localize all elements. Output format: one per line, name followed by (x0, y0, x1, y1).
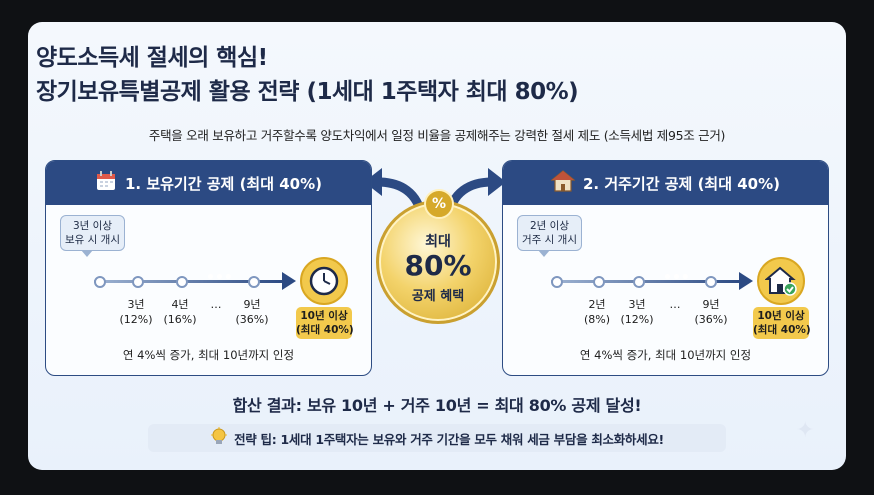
timeline-dot (593, 276, 605, 288)
timeline-ellipsis: ••• (663, 270, 690, 286)
timeline-dot (633, 276, 645, 288)
strategy-tip: 전략 팁: 1세대 1주택자는 보유와 거주 기간을 모두 채워 세금 부담을 … (148, 424, 726, 452)
year-label: 9년 (36%) (694, 298, 728, 326)
residence-max-label: 10년 이상 (최대 40%) (753, 307, 811, 339)
year-label: 4년 (16%) (163, 298, 197, 326)
calendar-icon (95, 170, 117, 196)
house-check-icon (757, 257, 805, 305)
year-label: 3년 (12%) (620, 298, 654, 326)
sparkle-icon: ✦ (796, 418, 815, 443)
timeline-arrowhead (282, 272, 296, 290)
holding-start-callout: 3년 이상 보유 시 개시 (60, 215, 125, 257)
holding-max-box: 10년 이상 (최대 40%) (296, 257, 354, 339)
timeline-dot (248, 276, 260, 288)
holding-timeline: ••• (94, 270, 296, 290)
residence-timeline: ••• (551, 270, 753, 290)
title-line2: 장기보유특별공제 활용 전략 (1세대 1주택자 최대 80%) (36, 79, 579, 105)
holding-footer: 연 4%씩 증가, 최대 10년까지 인정 (122, 348, 295, 362)
timeline-dot (132, 276, 144, 288)
holding-period-panel: 1. 보유기간 공제 (최대 40%) 3년 이상 보유 시 개시 ••• 3년… (45, 160, 372, 376)
right-arrowhead (488, 168, 506, 196)
medal-line2: 80% (404, 249, 472, 282)
holding-max-label: 10년 이상 (최대 40%) (296, 307, 354, 339)
timeline-line (94, 280, 284, 283)
residence-max-box: 10년 이상 (최대 40%) (753, 257, 811, 339)
medal-line1: 최대 (425, 234, 451, 250)
timeline-dot (94, 276, 106, 288)
timeline-dot (176, 276, 188, 288)
timeline-line (551, 280, 741, 283)
percent-icon: % (424, 189, 454, 219)
medal-line3: 공제 혜택 (411, 289, 465, 304)
holding-panel-title: 1. 보유기간 공제 (최대 40%) (124, 174, 323, 193)
max-benefit-medal: % 최대 80% 공제 혜택 (376, 189, 500, 324)
callout-line2: 보유 시 개시 (65, 234, 120, 246)
year-label: … (669, 298, 681, 311)
residence-panel-header: 2. 거주기간 공제 (최대 40%) (503, 161, 828, 205)
residence-period-panel: 2. 거주기간 공제 (최대 40%) 2년 이상 거주 시 개시 ••• 2년… (502, 160, 829, 376)
timeline-ellipsis: ••• (206, 270, 233, 286)
year-label: … (210, 298, 222, 311)
residence-footer: 연 4%씩 증가, 최대 10년까지 인정 (579, 348, 752, 362)
callout-line2: 거주 시 개시 (522, 234, 577, 246)
clock-icon (300, 257, 348, 305)
residence-panel-title: 2. 거주기간 공제 (최대 40%) (582, 174, 781, 193)
callout-line1: 3년 이상 (72, 220, 112, 232)
timeline-dot (705, 276, 717, 288)
tip-text: 전략 팁: 1세대 1주택자는 보유와 거주 기간을 모두 채워 세금 부담을 … (234, 431, 664, 447)
house-icon (550, 170, 576, 196)
left-arrowhead (364, 168, 382, 196)
callout-line1: 2년 이상 (529, 220, 569, 232)
subtitle: 주택을 오래 보유하고 거주할수록 양도차익에서 일정 비율을 공제해주는 강력… (148, 128, 726, 143)
year-label: 3년 (12%) (119, 298, 153, 326)
lightbulb-icon (210, 426, 228, 450)
holding-panel-header: 1. 보유기간 공제 (최대 40%) (46, 161, 371, 205)
result-text: 합산 결과: 보유 10년 + 거주 10년 = 최대 80% 공제 달성! (232, 396, 642, 415)
year-label: 9년 (36%) (235, 298, 269, 326)
title-line1: 양도소득세 절세의 핵심! (36, 45, 268, 71)
residence-start-callout: 2년 이상 거주 시 개시 (517, 215, 582, 257)
timeline-dot (551, 276, 563, 288)
timeline-arrowhead (739, 272, 753, 290)
year-label: 2년 (8%) (583, 298, 611, 326)
